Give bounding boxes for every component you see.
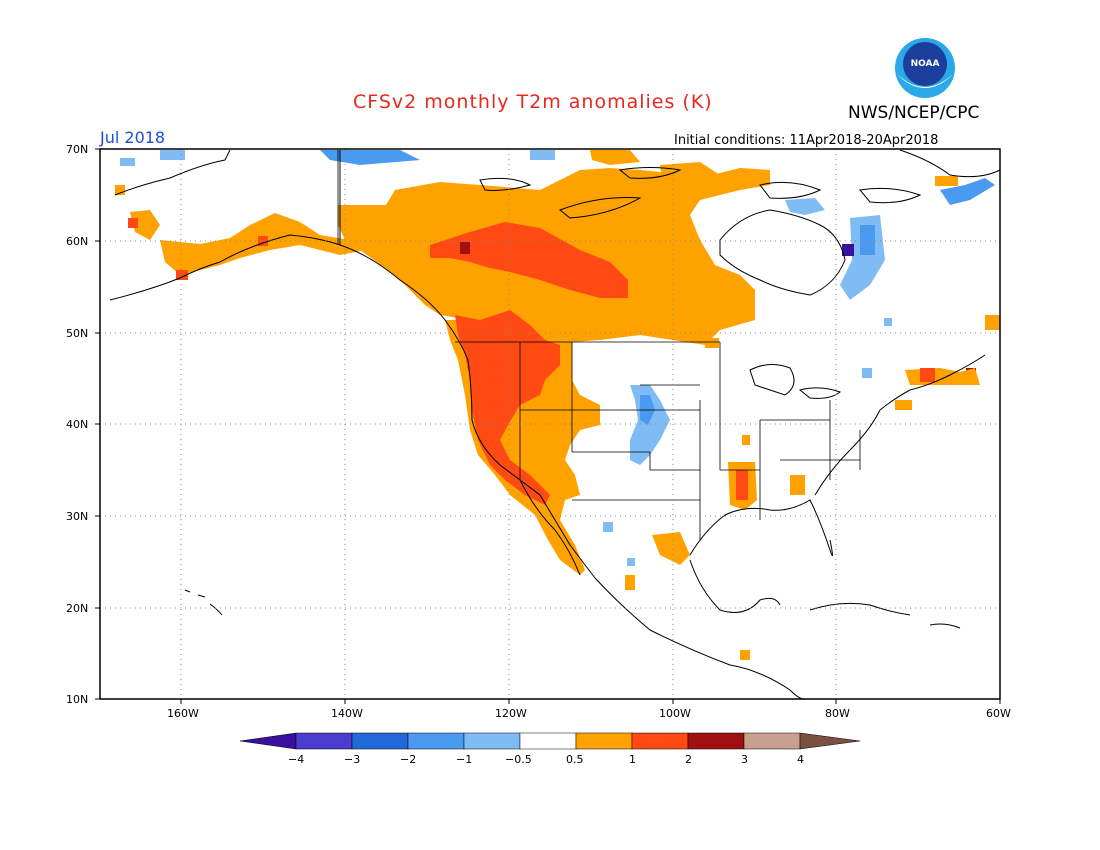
colorbar-segment bbox=[407, 732, 465, 750]
lon-label-120w: 120W bbox=[495, 707, 527, 720]
lat-label-50n: 50N bbox=[66, 327, 89, 340]
colorbar-tick-label: −1 bbox=[456, 753, 473, 766]
anomaly-pixel bbox=[176, 270, 188, 280]
colorbar-segment bbox=[239, 732, 297, 750]
lat-label-70n: 70N bbox=[66, 143, 89, 156]
axis-ticks bbox=[95, 148, 1001, 704]
anomaly-region-newengland-warm bbox=[905, 368, 980, 385]
anomaly-region-westcoast-core bbox=[455, 310, 560, 505]
lat-label-20n: 20N bbox=[66, 602, 89, 615]
anomaly-region-newengland-core bbox=[920, 368, 935, 382]
anomaly-region-canada-core bbox=[430, 222, 628, 298]
anomaly-patch bbox=[985, 315, 1000, 330]
anomaly-pixel-cool bbox=[884, 318, 892, 326]
anomaly-pixel-cool bbox=[603, 522, 613, 532]
colorbar-segment bbox=[575, 732, 633, 750]
lon-label-160w: 160W bbox=[167, 707, 199, 720]
graticule bbox=[100, 149, 1000, 699]
colorbar-segment bbox=[519, 732, 577, 750]
anomaly-pixel-cool bbox=[862, 368, 872, 378]
anomaly-region-southeast-core bbox=[736, 470, 748, 500]
colorbar-segment bbox=[687, 732, 745, 750]
lon-label-60w: 60W bbox=[986, 707, 1011, 720]
anomaly-arctic-patch bbox=[935, 176, 958, 186]
anomaly-patch-cool bbox=[160, 150, 185, 160]
colorbar-tick-label: 1 bbox=[629, 753, 636, 766]
organization-label: NWS/NCEP/CPC bbox=[848, 103, 980, 123]
lon-label-140w: 140W bbox=[331, 707, 363, 720]
colorbar-segment bbox=[351, 732, 409, 750]
colorbar-tick-label: 3 bbox=[741, 753, 748, 766]
lat-label-60n: 60N bbox=[66, 235, 89, 248]
colorbar-tick-label: −2 bbox=[400, 753, 417, 766]
colorbar-segment bbox=[463, 732, 521, 750]
colorbar bbox=[239, 732, 861, 750]
colorbar-segment bbox=[799, 732, 861, 750]
anomaly-pixel-dark bbox=[842, 244, 854, 256]
colorbar-segment bbox=[743, 732, 801, 750]
initial-conditions-label: Initial conditions: 11Apr2018-20Apr2018 bbox=[674, 133, 939, 148]
anomaly-region-greenland-cool bbox=[940, 178, 995, 205]
anomaly-region-baffin-cool bbox=[785, 198, 825, 215]
colorbar-tick-label: 0.5 bbox=[566, 753, 584, 766]
lon-label-100w: 100W bbox=[659, 707, 691, 720]
anomaly-pixel bbox=[740, 650, 750, 660]
noaa-logo: NOAA bbox=[895, 38, 955, 98]
anomaly-pixel bbox=[128, 218, 138, 228]
anomaly-patch-cool bbox=[530, 150, 555, 160]
noaa-logo-text: NOAA bbox=[911, 59, 940, 69]
colorbar-segment bbox=[631, 732, 689, 750]
anomaly-arctic-patch bbox=[590, 150, 640, 165]
chart-title: CFSv2 monthly T2m anomalies (K) bbox=[353, 91, 713, 113]
anomaly-patch bbox=[790, 475, 805, 495]
anomaly-pixel bbox=[742, 435, 750, 445]
colorbar-tick-label: −0.5 bbox=[505, 753, 532, 766]
lon-label-80w: 80W bbox=[825, 707, 850, 720]
anomaly-pixel bbox=[625, 575, 635, 590]
colorbar-tick-label: −4 bbox=[288, 753, 305, 766]
colorbar-tick-label: 2 bbox=[685, 753, 692, 766]
valid-month-label: Jul 2018 bbox=[100, 128, 166, 147]
colorbar-segment bbox=[295, 732, 353, 750]
political-borders bbox=[337, 150, 861, 540]
cool-anomaly-fields bbox=[120, 150, 995, 566]
coastlines bbox=[109, 149, 1001, 700]
anomaly-alaska-patch bbox=[130, 210, 160, 240]
colorbar-tick-label: 4 bbox=[797, 753, 804, 766]
anomaly-region-mexico-warm bbox=[652, 532, 690, 565]
anomaly-fields bbox=[115, 150, 1000, 660]
anomaly-arctic-patch bbox=[660, 162, 720, 182]
anomaly-patch-cool bbox=[380, 150, 400, 158]
anomaly-patch-cool bbox=[120, 158, 135, 166]
anomaly-pixel-dark bbox=[460, 242, 470, 254]
anomaly-region-hudson-core bbox=[860, 225, 875, 255]
colorbar-tick-label: −3 bbox=[344, 753, 361, 766]
anomaly-pixel bbox=[705, 338, 719, 348]
anomaly-pixel-cool bbox=[627, 558, 635, 566]
anomaly-pixel bbox=[258, 236, 268, 246]
lat-label-10n: 10N bbox=[66, 693, 89, 706]
anomaly-patch bbox=[895, 400, 912, 410]
lat-label-30n: 30N bbox=[66, 510, 89, 523]
lat-label-40n: 40N bbox=[66, 418, 89, 431]
